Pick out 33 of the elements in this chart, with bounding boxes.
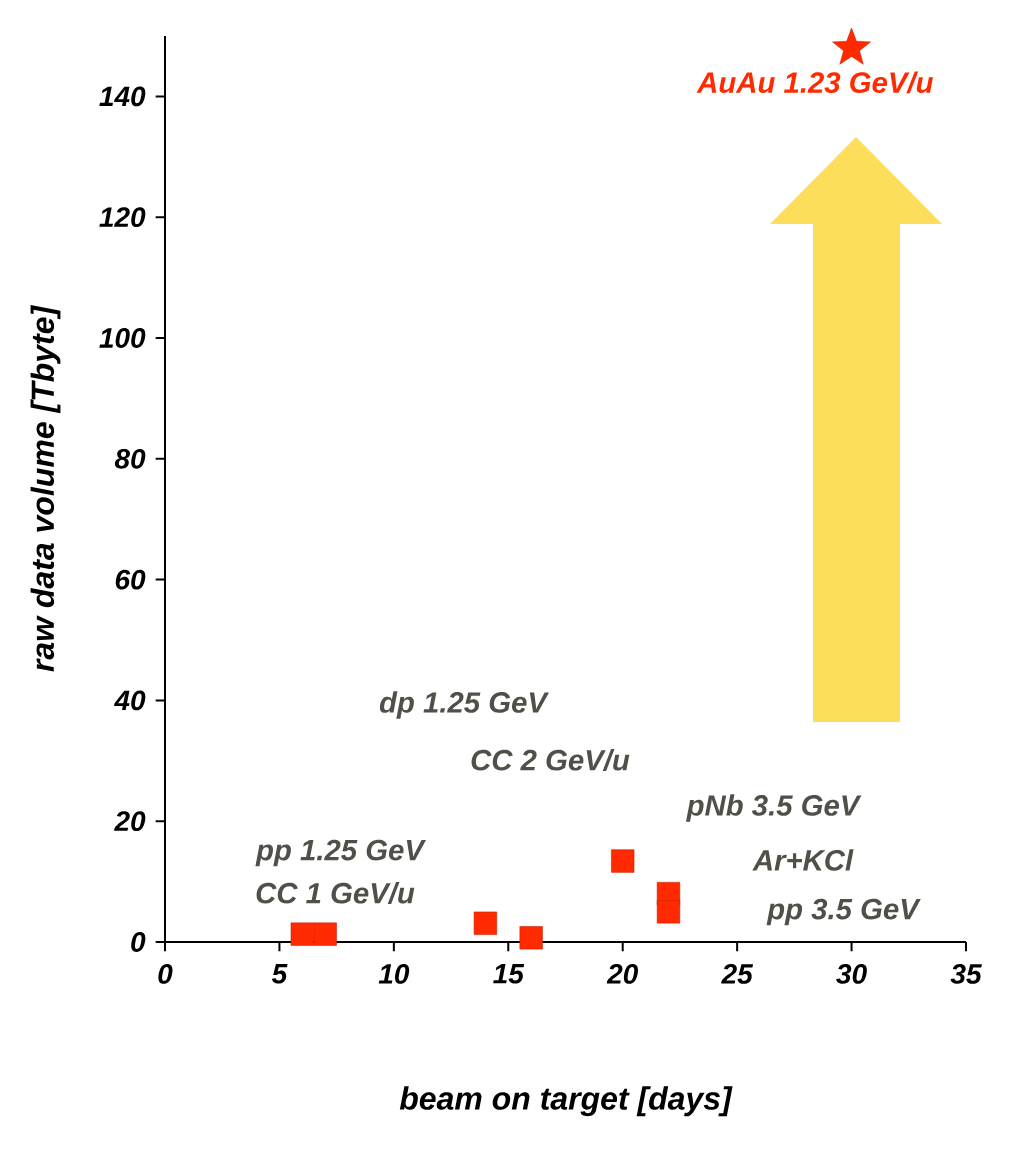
y-axis-title: raw data volume [Tbyte]: [30, 305, 61, 672]
y-tick-label: 80: [114, 448, 146, 469]
annotation: pNb 3.5 GeV: [685, 794, 862, 822]
y-tick-label: 40: [114, 690, 146, 711]
x-tick-label: 20: [606, 964, 639, 984]
x-tick-label: 35: [950, 964, 982, 984]
y-tick-label: 120: [99, 207, 146, 228]
annotation: CC 2 GeV/u: [471, 749, 630, 771]
x-axis-title: beam on target [days]: [399, 1086, 733, 1117]
y-tick-label: 100: [99, 328, 146, 348]
y-tick-label: 60: [115, 569, 146, 590]
x-tick-label: 5: [271, 964, 288, 984]
point: [656, 900, 681, 924]
annotation: pp 3.5 GeV: [766, 898, 921, 926]
annotation: CC 1 GeV/u: [256, 882, 415, 904]
point: [290, 922, 314, 946]
annotation: pp 1.25 GeV: [255, 839, 426, 867]
y-tick-label: 20: [114, 811, 146, 832]
x-tick-label: 25: [721, 964, 754, 984]
point: [313, 922, 337, 946]
point: [611, 849, 635, 873]
x-tick-label: 30: [836, 964, 867, 984]
x-tick-label: 0: [158, 964, 173, 984]
x-tick-label: 10: [378, 964, 410, 984]
x-tick-label: 15: [493, 964, 525, 984]
y-tick-label: 140: [99, 86, 146, 107]
point: [832, 27, 871, 65]
annotation: dp 1.25 GeV: [379, 691, 549, 719]
y-tick-label: 0: [131, 932, 146, 952]
series-label: AuAu 1.23 GeV/u: [696, 71, 933, 94]
annotation: Ar+KCl: [752, 849, 854, 871]
point: [519, 926, 543, 950]
point: [473, 911, 497, 935]
